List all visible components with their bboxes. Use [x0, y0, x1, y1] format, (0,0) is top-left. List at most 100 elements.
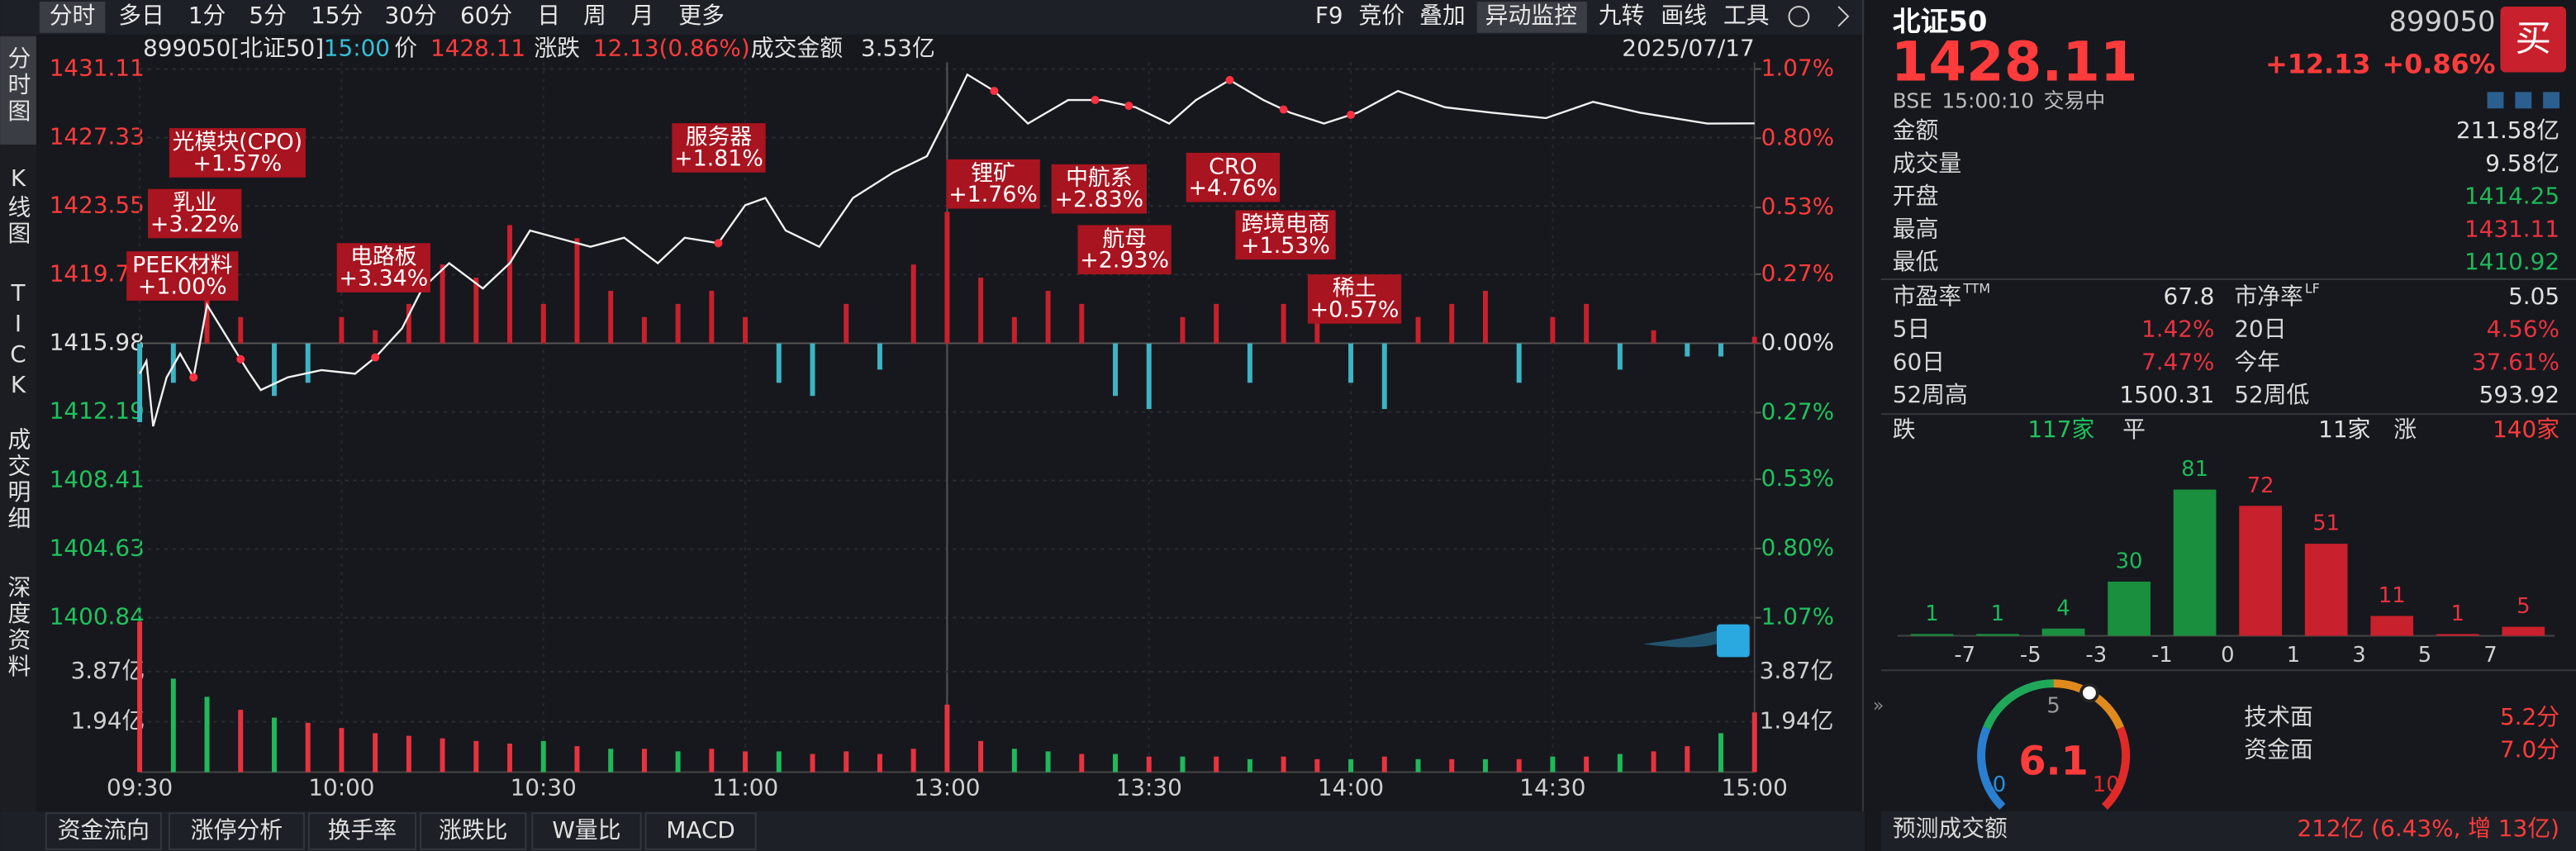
bottom-tab[interactable]: W量比 — [552, 816, 620, 844]
hist-edge-label: 1 — [2287, 643, 2300, 668]
flow-bar — [406, 303, 411, 344]
event-box[interactable] — [1051, 164, 1147, 214]
flow-bar — [507, 225, 513, 344]
breadth-up: 140家 — [2493, 416, 2559, 443]
hist-value-label: 51 — [2312, 511, 2340, 536]
flow-bar — [540, 303, 546, 344]
side-tab[interactable]: 深度资料 — [4, 575, 31, 680]
period-tab[interactable]: 多日 — [118, 2, 164, 29]
buy-button[interactable] — [2500, 6, 2566, 73]
event-label: CRO — [1209, 154, 1257, 179]
y2-tick-label: 0.27% — [1761, 397, 1834, 425]
buy-label[interactable]: 买 — [2515, 18, 2551, 60]
hist-value-label: 4 — [2056, 596, 2070, 620]
flow-bar — [1415, 316, 1421, 344]
panel-icon[interactable] — [2487, 92, 2504, 109]
period-tab[interactable]: 日 — [537, 2, 560, 29]
settings-icon[interactable] — [1788, 5, 1810, 27]
bottom-tab[interactable]: 资金流向 — [58, 816, 150, 844]
event-dot — [1347, 111, 1356, 119]
flow-bar — [776, 343, 782, 383]
bottom-tab-bg[interactable] — [168, 812, 305, 851]
ratio-value: 1500.31 — [2119, 381, 2214, 408]
x-tick-label: 10:00 — [308, 773, 374, 801]
bottom-tab-bg[interactable] — [531, 812, 642, 851]
tool-tab[interactable]: 画线 — [1661, 2, 1707, 29]
event-box[interactable] — [169, 128, 306, 178]
bottom-tab[interactable]: 换手率 — [328, 816, 397, 844]
stat-value: 211.58亿 — [2456, 116, 2559, 144]
period-tab[interactable]: 60分 — [460, 2, 512, 29]
bottom-tab[interactable]: 涨停分析 — [191, 816, 283, 844]
gauge-arc — [1983, 679, 2054, 730]
quote-pct: +0.86% — [2383, 49, 2496, 80]
period-tab[interactable]: 30分 — [385, 2, 437, 29]
event-box[interactable] — [126, 251, 239, 301]
volume-bar — [1516, 758, 1522, 773]
period-tab[interactable]: 5分 — [249, 2, 287, 29]
period-tab[interactable]: 月 — [631, 2, 654, 29]
hist-bar — [2239, 506, 2282, 636]
side-tab[interactable]: 成交明细 — [4, 427, 31, 532]
flow-bar — [137, 343, 143, 423]
tool-tab[interactable]: 竞价 — [1359, 2, 1405, 29]
event-dot — [189, 373, 198, 382]
gauge-arc — [2101, 726, 2131, 811]
event-box[interactable] — [336, 243, 431, 292]
gauge-score: 6.1 — [2018, 739, 2089, 785]
ratio-label: 52周低 — [2234, 381, 2309, 408]
event-change: +0.57% — [1310, 297, 1400, 322]
event-box[interactable] — [1186, 152, 1281, 202]
bottom-tab-bg[interactable] — [45, 812, 162, 851]
period-tab[interactable]: 分时 — [50, 2, 96, 29]
event-label: 乳业 — [173, 190, 217, 216]
quote-time: 15:00:10 — [1942, 88, 2034, 112]
period-tab[interactable]: 1分 — [188, 2, 226, 29]
event-dot — [714, 239, 723, 248]
event-box[interactable] — [946, 159, 1040, 209]
event-label: 服务器 — [686, 125, 753, 150]
event-box[interactable] — [672, 123, 766, 173]
flow-bar — [1381, 343, 1387, 410]
period-tab[interactable]: 更多 — [678, 2, 725, 29]
y2-tick-label: 1.07% — [1761, 603, 1834, 630]
panel-icon[interactable] — [2543, 92, 2560, 109]
hist-edge-label: -3 — [2085, 643, 2107, 668]
event-box[interactable] — [148, 188, 242, 239]
flow-bar — [1146, 343, 1152, 410]
info-amount-label: 成交金额 — [751, 35, 843, 62]
event-box[interactable] — [1235, 210, 1336, 260]
side-tab[interactable]: K线图 — [4, 164, 31, 248]
tool-tab[interactable]: 工具 — [1723, 2, 1770, 29]
side-tab[interactable]: 分时图 — [4, 46, 31, 125]
event-change: +3.22% — [150, 212, 240, 237]
flow-bar — [373, 330, 378, 344]
period-tab[interactable]: 15分 — [311, 2, 363, 29]
side-tab[interactable]: TICK — [4, 279, 31, 402]
bottom-tab-bg[interactable] — [644, 812, 757, 851]
bottom-tab[interactable]: MACD — [666, 816, 734, 844]
volume-bar — [238, 710, 244, 773]
event-label: 电路板 — [350, 245, 416, 270]
volume-tick-label: 1.94亿 — [71, 707, 145, 735]
bottom-tab-bg[interactable] — [307, 812, 417, 851]
flow-bar — [305, 343, 311, 383]
ratio-label: 60日 — [1893, 348, 1945, 375]
tool-tab[interactable]: F9 — [1315, 2, 1343, 29]
panel-icon[interactable] — [2515, 92, 2532, 109]
ratio-sup: TTM — [1962, 280, 1990, 296]
event-box[interactable] — [1077, 225, 1172, 275]
period-tab[interactable]: 周 — [583, 2, 606, 29]
volume-bar — [170, 678, 176, 773]
tool-tab[interactable]: 叠加 — [1419, 2, 1466, 29]
volume-bar — [440, 738, 445, 773]
tool-tab[interactable]: 九转 — [1599, 2, 1645, 29]
bottom-tab-bg[interactable] — [420, 812, 527, 851]
bottom-tab[interactable]: 涨跌比 — [439, 816, 507, 844]
event-box[interactable] — [1307, 274, 1402, 324]
collapse-icon[interactable]: » — [1873, 696, 1884, 716]
next-icon[interactable] — [1837, 6, 1850, 27]
volume-bar — [675, 751, 681, 773]
event-label: 航母 — [1102, 226, 1147, 252]
tool-tab[interactable]: 异动监控 — [1485, 2, 1577, 29]
